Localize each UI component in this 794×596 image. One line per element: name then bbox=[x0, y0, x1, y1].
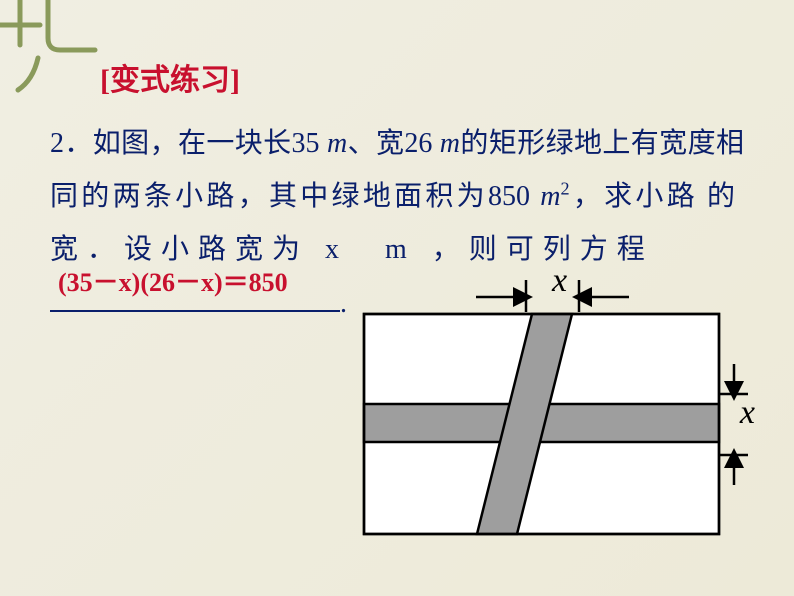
section-heading: [变式练习] bbox=[100, 55, 744, 99]
x-label-right: x bbox=[740, 394, 755, 432]
diagram: x x bbox=[334, 264, 749, 554]
x-label-top: x bbox=[552, 262, 567, 300]
unit-m: m bbox=[440, 128, 460, 159]
text-part: 的矩形绿地上有宽 bbox=[460, 128, 688, 159]
answer-text: (35－x)(26－x)＝850 bbox=[58, 258, 288, 307]
superscript: 2 bbox=[560, 179, 569, 199]
unit-m2: m bbox=[540, 181, 560, 212]
unit-m: m bbox=[327, 128, 347, 159]
diagram-svg bbox=[334, 264, 749, 554]
answer-blank: (35－x)(26－x)＝850 bbox=[50, 310, 340, 312]
text-part: 、宽26 bbox=[347, 128, 440, 159]
corner-decoration bbox=[0, 0, 120, 120]
text-part: 2．如图，在一块长35 bbox=[50, 128, 327, 159]
text-part: ，求小 bbox=[570, 181, 667, 212]
